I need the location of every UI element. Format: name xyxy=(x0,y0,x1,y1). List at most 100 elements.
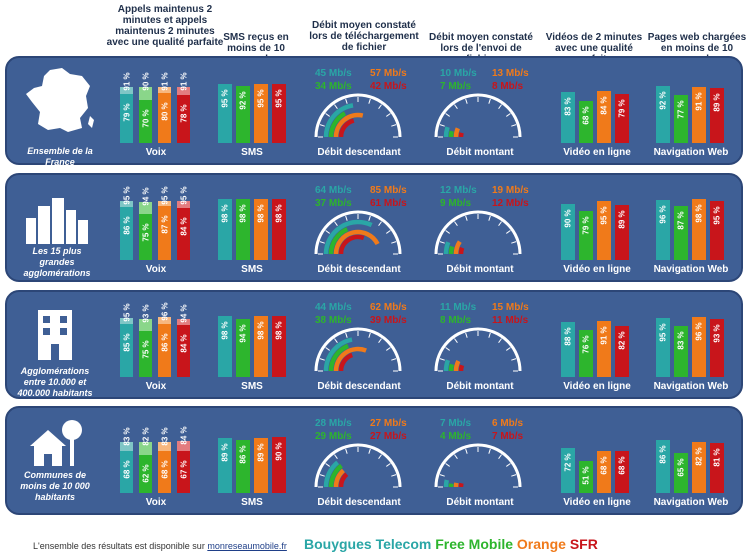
row1-desc-gauge-tick xyxy=(378,221,382,226)
row2-desc-gauge-tick xyxy=(386,347,391,351)
row1-desc-gauge-tick xyxy=(345,215,348,221)
row3-mont-gauge-arc xyxy=(443,479,449,488)
row1-mont-gauge-tick xyxy=(506,230,511,234)
row2-video-bar xyxy=(615,326,629,377)
row1-desc-gauge-arc xyxy=(338,234,365,255)
row0-mont-gauge xyxy=(434,93,522,138)
row1-mont-gauge-tick xyxy=(511,241,517,244)
row2-web-label: 83 % xyxy=(676,330,686,350)
footer-link[interactable]: monreseaumobile.fr xyxy=(207,541,287,551)
row2-mont-gauge-tick xyxy=(465,332,468,338)
row3-desc-gauge-tick xyxy=(386,463,391,467)
row1-voix-qualite-label: 75 % xyxy=(141,222,150,242)
row0-cat-web: Navigation Web xyxy=(653,147,729,158)
row2-web-bar xyxy=(710,319,724,377)
row0-video-bar xyxy=(579,100,593,143)
row1-voix-qualite-bar xyxy=(158,206,171,260)
row-label-france: Ensemble de la France xyxy=(27,146,93,167)
row0-desc-gauge-tick xyxy=(334,104,338,109)
row2-desc-gauge-tick xyxy=(319,358,325,361)
row3-mont-gauge-tick xyxy=(511,474,517,477)
row3-web-label: 65 % xyxy=(676,458,686,477)
row2-mont-gauge-tick xyxy=(454,338,458,343)
row2-web-label: 96 % xyxy=(694,322,704,342)
row0-mont-gauge-arc xyxy=(453,127,460,138)
row1-sms-bar xyxy=(236,199,250,260)
row0-cat-video: Vidéo en ligne xyxy=(563,147,631,158)
row3-desc-gauge-outline xyxy=(314,443,402,488)
row1-desc-gauge-outline xyxy=(314,210,402,255)
row1-mont-free: 9 Mb/s xyxy=(440,198,472,209)
row1-cat-desc: Débit descendant xyxy=(317,264,401,275)
row3-video-bar xyxy=(561,448,575,493)
row1-desc-sfr: 61 Mb/s xyxy=(370,198,407,209)
row1-desc-gauge-tick xyxy=(325,230,330,234)
row0-sms-label: 92 % xyxy=(238,91,248,110)
row3-desc-gauge-tick xyxy=(319,474,325,477)
row0-sms-label: 95 % xyxy=(256,89,266,108)
row1-sms-bar xyxy=(218,199,232,260)
row0-mont-gauge-tick xyxy=(445,113,450,117)
row3-mont-gauge-tick xyxy=(445,463,450,467)
row3-web-label: 81 % xyxy=(712,448,722,467)
row1-web-label: 96 % xyxy=(658,205,668,225)
row3-desc-orange: 27 Mb/s xyxy=(370,418,407,429)
row2-mont-sfr: 11 Mb/s xyxy=(492,315,529,326)
row1-mont-gauge-arc xyxy=(448,245,455,255)
row0-voix-maintenus-label: 91 % xyxy=(122,71,131,91)
row3-desc-gauge-tick xyxy=(345,448,348,454)
footer-text: L'ensemble des résultats est disponible … xyxy=(33,541,208,551)
row2-mont-gauge-tick xyxy=(498,338,502,343)
row3-desc-gauge-arc xyxy=(323,460,340,488)
row3-desc-gauge-arc xyxy=(328,463,343,488)
row3-web-bar xyxy=(656,439,670,493)
row0-cat-voix: Voix xyxy=(145,147,167,158)
row3-mont-gauge-tick xyxy=(488,448,491,454)
row1-desc-gauge-arc xyxy=(323,219,373,255)
row0-desc-free: 34 Mb/s xyxy=(315,81,352,92)
row1-mont-gauge xyxy=(434,210,522,255)
row0-mont-gauge-arc xyxy=(443,126,450,138)
row3-video-label: 68 % xyxy=(599,456,609,475)
row3-voix-maintenus-label: 83 % xyxy=(122,426,131,446)
row3-cat-sms: SMS xyxy=(241,497,263,508)
row1-web-bar xyxy=(692,199,706,260)
row2-desc-gauge-tick xyxy=(368,332,371,338)
row3-sms-label: 89 % xyxy=(256,443,266,462)
row2-mont-gauge-arc xyxy=(448,363,455,372)
row2-mont-gauge-tick xyxy=(511,358,517,361)
row0-desc-bt: 45 Mb/s xyxy=(315,68,352,79)
row1-mont-gauge-arc xyxy=(458,246,465,255)
row3-web-label: 82 % xyxy=(694,447,704,466)
row2-video-label: 91 % xyxy=(599,325,609,345)
row1-web-bar xyxy=(674,206,688,260)
row0-video-label: 84 % xyxy=(599,96,609,115)
row0-desc-gauge-arc xyxy=(333,112,364,138)
row1-voix-maintenus-label: 95 % xyxy=(122,186,131,205)
row1-sms-label: 98 % xyxy=(274,204,284,223)
row0-mont-gauge-arc xyxy=(448,130,454,138)
row3-sms-bar xyxy=(236,439,250,493)
row2-sms-label: 98 % xyxy=(274,321,284,340)
row0-cat-desc: Débit descendant xyxy=(317,147,401,158)
row3-video-bar xyxy=(579,461,593,493)
row1-desc-gauge-tick xyxy=(368,215,371,221)
row1-voix-qualite-label: 87 % xyxy=(160,215,169,234)
row3-voix-qualite-bar xyxy=(120,450,133,493)
house-tree-icon xyxy=(30,420,82,466)
row0-desc-gauge-arc xyxy=(323,103,354,138)
row3-desc-sfr: 27 Mb/s xyxy=(370,431,407,442)
row3-mont-free: 4 Mb/s xyxy=(440,431,472,442)
row3-voix-qualite-bar xyxy=(177,451,190,493)
row2-desc-gauge-outline xyxy=(314,327,402,372)
row3-desc-gauge-tick xyxy=(325,463,330,467)
row3-voix-maintenus-label: 82 % xyxy=(141,427,150,446)
row0-desc-gauge-arc xyxy=(328,111,347,138)
row3-voix-qualite-label: 68 % xyxy=(122,460,131,479)
row1-mont-orange: 19 Mb/s xyxy=(492,185,529,196)
row0-cat-mont: Débit montant xyxy=(446,147,514,158)
row2-sms-label: 94 % xyxy=(238,324,248,343)
row3-cat-video: Vidéo en ligne xyxy=(563,497,631,508)
row2-video-label: 82 % xyxy=(617,331,627,350)
row0-desc-gauge xyxy=(314,93,402,138)
